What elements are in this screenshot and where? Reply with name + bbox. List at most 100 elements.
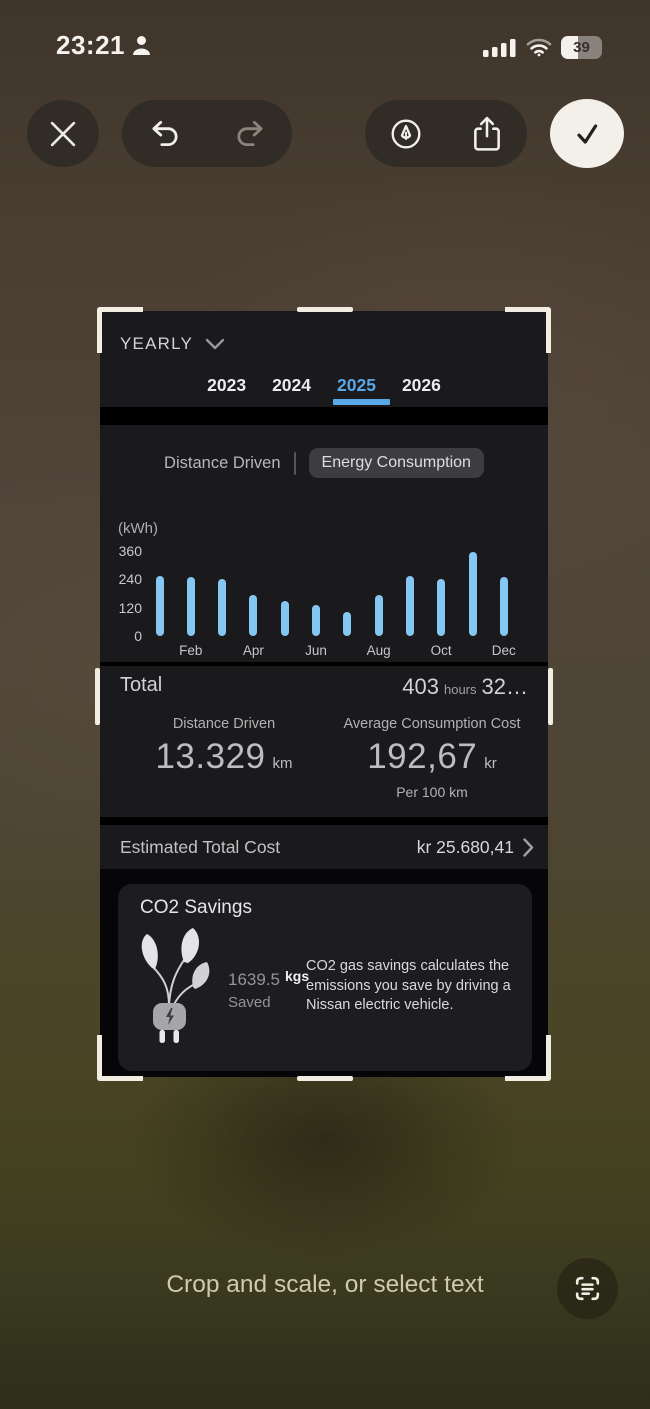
chart-bar-feb [186,577,195,636]
co2-savings-card: CO2 Savings [118,884,532,1071]
battery-icon: 39 [561,36,602,59]
close-icon [49,120,77,148]
chart-bar-sep [405,576,414,636]
crop-handle-bottom-right[interactable] [505,1035,551,1081]
chart-y-axis-title: (kWh) [118,520,158,537]
stat-avg-consumption-cost: Average Consumption Cost 192,67 kr Per 1… [326,716,538,800]
crop-handle-left[interactable] [95,668,100,725]
chart-xlabel-aug: Aug [366,643,391,658]
live-text-icon [572,1273,603,1304]
chart-xlabel-jun: Jun [305,643,327,658]
person-icon [132,35,151,56]
close-button[interactable] [27,100,99,167]
stat-distance-driven: Distance Driven 13.329 km [114,716,334,777]
undo-button[interactable] [122,100,207,167]
chart-bar-jun [312,605,320,636]
chart-bar-oct [437,579,446,636]
chart-xlabels: Feb Apr Jun Aug Oct Dec [146,643,526,659]
crop-handle-top-right[interactable] [505,307,551,353]
divider-strip [100,407,548,425]
chart-bar-nov [468,552,477,636]
chevron-right-icon [523,837,534,857]
chart-xlabel-feb: Feb [179,643,203,658]
plant-plug-icon [126,926,214,1048]
total-label: Total [120,674,163,696]
view-option-energy-selected: Energy Consumption [308,448,484,478]
status-bar-left: 23:21 [56,30,151,61]
crop-handle-top[interactable] [297,307,353,312]
chart-bar-may [280,601,289,636]
period-selector: YEARLY [120,334,225,354]
chart-ytick-120: 120 [118,599,142,616]
total-hours-unit: hours [443,682,477,697]
redo-button[interactable] [207,100,292,167]
battery-percent: 39 [573,39,590,56]
stat-label: Average Consumption Cost [343,716,521,732]
crop-handle-bottom-left[interactable] [97,1035,143,1081]
chart-xlabel-apr: Apr [242,643,264,658]
stat-unit: kr [484,755,497,772]
co2-title: CO2 Savings [140,897,252,918]
crop-handle-right[interactable] [548,668,553,725]
co2-description: CO2 gas savings calculates the emissions… [306,958,511,1014]
period-label: YEARLY [120,334,194,353]
co2-section: CO2 Savings [100,869,548,1077]
chart-bar-mar [218,579,227,636]
stat-label: Distance Driven [172,716,276,732]
chart-xlabel-oct: Oct [430,643,452,658]
crop-handle-bottom[interactable] [297,1076,353,1081]
total-value: 403 hours 32… [402,674,528,700]
chart-bar-jan [155,576,164,636]
checkmark-icon [571,119,603,149]
done-button[interactable] [550,99,624,168]
stat-sub-label: Per 100 km [396,784,468,800]
estimated-cost-label: Estimated Total Cost [120,836,281,857]
tab-2023: 2023 [207,375,247,395]
tab-2026: 2026 [401,375,441,395]
view-option-distance: Distance Driven [164,453,281,472]
chart-bar-apr [249,595,258,636]
share-icon [471,116,503,152]
co2-amount-row: 1639.5 kgs [228,968,310,990]
markup-pen-icon [389,117,423,151]
total-minutes: 32… [481,674,528,699]
year-tabs: 2023 2024 2025 2026 [100,375,548,396]
tab-2025: 2025 [337,375,376,395]
battery-fill [561,36,579,59]
crop-handle-top-left[interactable] [97,307,143,353]
redo-icon [233,118,267,150]
chart-ytick-0: 0 [134,628,142,644]
active-tab-underline [333,399,390,405]
chart-ytick-360: 360 [118,543,142,559]
chart-bar-aug [374,595,383,636]
chevron-down-icon [205,338,225,350]
chart-xlabel-dec: Dec [491,643,516,658]
status-bar-right: 39 [483,36,602,59]
markup-share-group [365,100,527,167]
undo-redo-group [122,100,292,167]
share-button[interactable] [446,100,527,167]
chart-bar-dec [499,577,508,636]
co2-amount: 1639.5 [228,970,280,989]
markup-pen-button[interactable] [365,100,446,167]
co2-saved-label: Saved [228,994,271,1011]
wifi-icon [526,38,552,57]
co2-unit: kgs [285,968,310,984]
screenshot-image[interactable]: YEARLY 2023 2024 2025 2026 Distance Driv… [100,311,548,1077]
view-toggle-divider [293,451,296,475]
divider-strip [100,817,548,825]
live-text-button[interactable] [557,1258,618,1319]
crop-hint-text: Crop and scale, or select text [166,1271,484,1298]
clock: 23:21 [56,30,125,60]
tab-2024: 2024 [272,375,311,395]
chart-bars [146,550,526,636]
undo-icon [148,118,182,150]
chart-ytick-240: 240 [118,571,142,588]
stat-unit: km [272,755,293,772]
cellular-signal-icon [483,38,517,57]
estimated-cost-value: kr 25.680,41 [416,836,514,857]
stat-value: 192,67 [367,737,478,776]
view-toggle: Distance Driven Energy Consumption [100,448,548,478]
total-hours: 403 [402,674,439,699]
